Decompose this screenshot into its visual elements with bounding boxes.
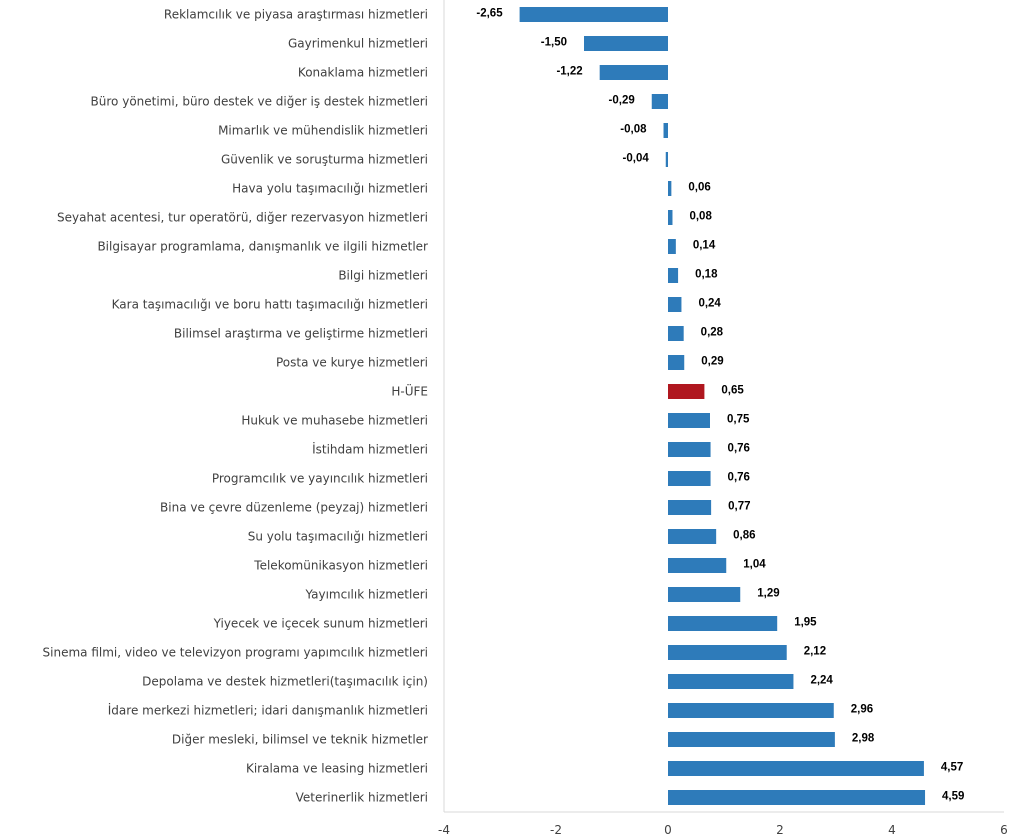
value-label: 0,06 <box>688 182 710 194</box>
bar <box>668 268 679 283</box>
bar <box>663 123 668 138</box>
category-label: İdare merkezi hizmetleri; idari danışman… <box>108 703 428 718</box>
x-tick-label: 2 <box>776 823 784 837</box>
category-label: Diğer mesleki, bilimsel ve teknik hizmet… <box>172 733 428 747</box>
bar <box>668 558 727 573</box>
category-label: Depolama ve destek hizmetleri(taşımacılı… <box>142 675 428 689</box>
category-label: Kiralama ve leasing hizmetleri <box>246 762 428 776</box>
category-label: Programcılık ve yayıncılık hizmetleri <box>212 472 428 486</box>
value-label: -1,50 <box>541 37 567 49</box>
category-label: Büro yönetimi, büro destek ve diğer iş d… <box>91 95 428 109</box>
bar <box>668 645 787 660</box>
bar <box>668 413 710 428</box>
value-label: 0,65 <box>721 385 744 397</box>
category-label: Reklamcılık ve piyasa araştırması hizmet… <box>164 8 428 22</box>
x-tick-labels: -4 -2 0 2 4 6 <box>438 823 1008 837</box>
value-label: 0,86 <box>733 530 755 542</box>
bar <box>668 471 711 486</box>
axes <box>443 0 1004 813</box>
value-label: 0,28 <box>701 327 724 339</box>
bar <box>668 732 835 747</box>
value-label: 0,24 <box>698 298 721 310</box>
x-tick-label: 4 <box>888 823 896 837</box>
bar <box>665 152 668 167</box>
value-label: 0,14 <box>693 240 716 252</box>
value-label: 4,57 <box>941 762 963 774</box>
x-tick-label: 0 <box>664 823 672 837</box>
bar <box>668 790 926 805</box>
value-label: 0,76 <box>728 472 750 484</box>
category-label: İstihdam hizmetleri <box>312 442 428 457</box>
bar <box>599 65 668 80</box>
value-label: 0,08 <box>689 211 712 223</box>
bar <box>668 210 673 225</box>
value-labels: -2,65 -1,50 -1,22 -0,29 -0,08 -0,04 0,06 0,08 0,… <box>476 8 964 803</box>
bar <box>651 94 668 109</box>
category-label: Yiyecek ve içecek sunum hizmetleri <box>213 617 428 631</box>
category-label: Hava yolu taşımacılığı hizmetleri <box>232 182 428 196</box>
value-label: 2,96 <box>851 704 873 716</box>
category-label: Bilimsel araştırma ve geliştirme hizmetl… <box>174 327 428 341</box>
bar <box>668 761 924 776</box>
category-label: Konaklama hizmetleri <box>298 66 428 80</box>
category-label: Gayrimenkul hizmetleri <box>288 37 428 51</box>
category-label: Sinema filmi, video ve televizyon progra… <box>43 646 428 660</box>
value-label: 1,29 <box>757 588 779 600</box>
category-label: Mimarlık ve mühendislik hizmetleri <box>218 124 428 138</box>
x-tick-label: -2 <box>550 823 562 837</box>
bar <box>668 239 676 254</box>
value-label: 2,12 <box>804 646 826 658</box>
bar <box>668 297 682 312</box>
value-label: 2,98 <box>852 733 875 745</box>
category-labels: Reklamcılık ve piyasa araştırması hizmet… <box>43 8 429 805</box>
bars <box>519 7 926 805</box>
value-label: 0,75 <box>727 414 750 426</box>
category-label: Posta ve kurye hizmetleri <box>276 356 428 370</box>
bar <box>668 384 705 399</box>
category-label: Bina ve çevre düzenleme (peyzaj) hizmetl… <box>160 501 428 515</box>
value-label: 0,76 <box>728 443 750 455</box>
value-label: 0,18 <box>695 269 718 281</box>
value-label: 0,29 <box>701 356 723 368</box>
category-label: Telekomünikasyon hizmetleri <box>253 559 428 573</box>
category-label: H-ÜFE <box>391 383 428 399</box>
bar <box>668 181 672 196</box>
value-label: 1,95 <box>794 617 817 629</box>
category-label: Yayımcılık hizmetleri <box>304 588 428 602</box>
category-label: Güvenlik ve soruşturma hizmetleri <box>221 153 428 167</box>
value-label: 1,04 <box>743 559 766 571</box>
category-label: Seyahat acentesi, tur operatörü, diğer r… <box>57 211 428 225</box>
bar <box>584 36 668 51</box>
value-label: 2,24 <box>810 675 833 687</box>
bar <box>668 674 794 689</box>
bar <box>668 442 711 457</box>
value-label: -1,22 <box>556 66 582 78</box>
value-label: 0,77 <box>728 501 750 513</box>
value-label: -0,08 <box>620 124 647 136</box>
category-label: Kara taşımacılığı ve boru hattı taşımacı… <box>112 298 428 312</box>
category-label: Bilgi hizmetleri <box>338 269 428 283</box>
bar <box>668 616 778 631</box>
value-label: -0,29 <box>609 95 635 107</box>
bar <box>668 326 684 341</box>
value-label: 4,59 <box>942 791 964 803</box>
bar <box>519 7 668 22</box>
category-label: Su yolu taşımacılığı hizmetleri <box>248 530 428 544</box>
bar <box>668 529 717 544</box>
category-label: Veterinerlik hizmetleri <box>296 791 428 805</box>
bar <box>668 587 741 602</box>
bar <box>668 355 685 370</box>
category-label: Hukuk ve muhasebe hizmetleri <box>241 414 428 428</box>
value-label: -2,65 <box>476 8 503 20</box>
x-tick-label: -4 <box>438 823 450 837</box>
x-tick-label: 6 <box>1000 823 1008 837</box>
bar <box>668 500 712 515</box>
category-label: Bilgisayar programlama, danışmanlık ve i… <box>97 240 428 254</box>
value-label: -0,04 <box>623 153 650 165</box>
bar <box>668 703 834 718</box>
